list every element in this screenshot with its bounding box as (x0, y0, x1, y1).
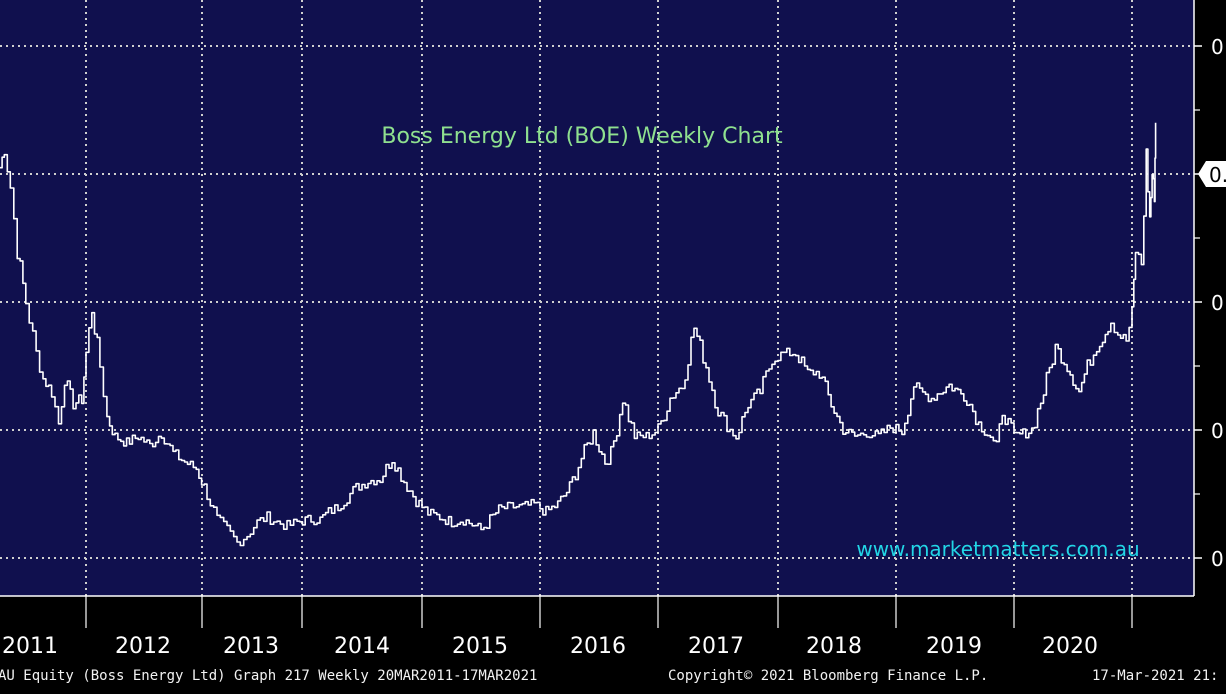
y-axis-label-2: 0 (1211, 291, 1224, 315)
last-price-marker (1198, 161, 1226, 187)
x-tick-label-2012: 2012 (115, 634, 171, 659)
x-tick-label-2014: 2014 (334, 634, 390, 659)
footer-security-info: AU Equity (Boss Energy Ltd) Graph 217 We… (0, 668, 538, 684)
x-tick-label-2019: 2019 (926, 634, 982, 659)
y-axis-label-3: 0 (1211, 419, 1224, 443)
x-tick-label-2013: 2013 (223, 634, 279, 659)
x-tick-label-2011: 2011 (2, 634, 58, 659)
x-tick-label-2018: 2018 (806, 634, 862, 659)
x-axis-labels: 2011 2012 2013 2014 2015 2016 2017 2018 2019 2020 (2, 596, 1133, 659)
y-axis-label-4: 0 (1211, 547, 1224, 571)
watermark-text: www.marketmatters.com.au (856, 537, 1139, 561)
x-tick-label-2017: 2017 (688, 634, 744, 659)
grid-lines (0, 0, 1194, 596)
footer-timestamp: 17-Mar-2021 21: (1092, 668, 1219, 684)
x-tick-label-2020: 2020 (1042, 634, 1098, 659)
last-price-label: 0. (1209, 163, 1226, 187)
footer-copyright: Copyright© 2021 Bloomberg Finance L.P. (668, 668, 989, 684)
y-axis-label-0: 0 (1211, 35, 1224, 59)
plot-background (0, 0, 1194, 596)
chart-title: Boss Energy Ltd (BOE) Weekly Chart (381, 124, 783, 149)
x-tick-label-2016: 2016 (570, 634, 626, 659)
x-tick-label-2015: 2015 (452, 634, 508, 659)
price-series-line (0, 122, 1157, 547)
